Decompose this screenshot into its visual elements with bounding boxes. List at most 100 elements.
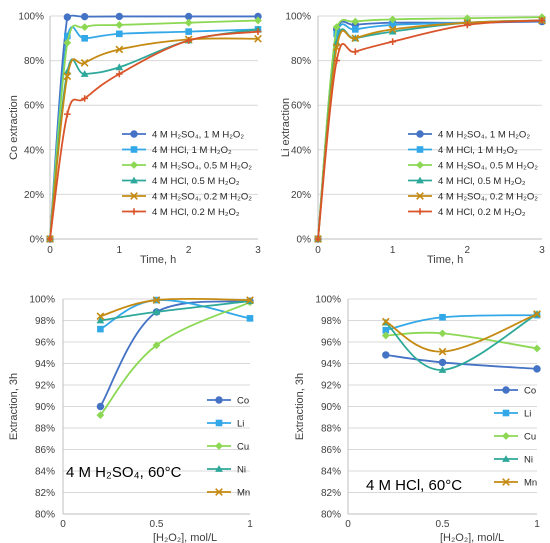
y-axis-title: Extraction, 3h xyxy=(294,373,306,440)
data-point xyxy=(389,21,396,29)
y-tick-label: 82% xyxy=(35,488,55,499)
data-point xyxy=(388,25,397,34)
legend-swatch-marker xyxy=(215,442,223,450)
data-point xyxy=(185,37,192,44)
data-point xyxy=(152,341,161,350)
data-point xyxy=(64,32,71,40)
legend-swatch-marker xyxy=(416,192,424,200)
x-tick-label: 1 xyxy=(534,519,540,530)
data-point xyxy=(333,30,340,38)
chart-annotation: 4 M HCl, 60°C xyxy=(366,477,462,494)
data-point xyxy=(388,15,397,24)
series-line xyxy=(385,354,538,370)
x-tick-label: 0 xyxy=(345,519,351,530)
data-point xyxy=(538,17,546,24)
legend-label: 4 M HCl, 0.2 M H₂O₂ xyxy=(152,207,240,218)
legend-label: Co xyxy=(524,386,536,397)
data-point xyxy=(439,313,446,321)
data-point xyxy=(63,13,72,21)
x-tick-label: 0.5 xyxy=(436,519,450,530)
data-point xyxy=(80,70,89,77)
data-point xyxy=(80,58,89,67)
legend-label: 4 M HCl, 1 M H₂O₂ xyxy=(438,145,518,156)
y-tick-label: 0% xyxy=(297,235,312,246)
data-point xyxy=(382,351,390,359)
data-point xyxy=(254,28,262,35)
y-tick-label: 92% xyxy=(321,381,341,392)
legend-swatch-marker xyxy=(130,146,138,153)
data-point xyxy=(63,38,72,47)
legend-label: Ni xyxy=(237,465,246,476)
y-tick-label: 0% xyxy=(30,235,45,246)
data-point xyxy=(63,67,72,75)
y-axis-title: Co extraction xyxy=(8,95,20,160)
data-point xyxy=(352,48,359,55)
legend-swatch-marker xyxy=(416,146,424,153)
data-point xyxy=(115,12,124,21)
data-point xyxy=(246,315,254,322)
y-tick-label: 82% xyxy=(321,488,341,499)
data-point xyxy=(533,365,541,373)
y-tick-label: 90% xyxy=(35,402,55,413)
data-point xyxy=(438,366,447,373)
y-tick-label: 80% xyxy=(291,56,311,67)
legend-swatch-marker xyxy=(215,488,223,496)
legend-swatch-marker xyxy=(502,386,510,394)
legend-swatch-marker xyxy=(416,161,424,169)
y-tick-label: 60% xyxy=(291,101,311,112)
y-tick-label: 92% xyxy=(35,381,55,392)
data-point xyxy=(81,95,88,102)
y-tick-label: 84% xyxy=(321,467,341,478)
data-point xyxy=(80,23,89,32)
data-point xyxy=(152,296,161,304)
y-axis-title: Extraction, 3h xyxy=(8,373,20,440)
data-point xyxy=(96,312,105,321)
data-point xyxy=(389,38,396,45)
data-point xyxy=(533,310,541,318)
y-tick-label: 100% xyxy=(18,12,44,23)
legend-label: Li xyxy=(237,419,244,430)
chart-hcl-extraction-vs-h2o2: 80% 82% 84% 86% 88% 90% 92% 94% 96% 98% 100% 0 0.5 1 [… xyxy=(294,295,541,543)
x-tick-label: 3 xyxy=(539,245,545,256)
legend-label: 4 M H₂SO₄, 0.2 M H₂O₂ xyxy=(152,192,252,203)
y-tick-label: 98% xyxy=(321,316,341,327)
data-point xyxy=(438,358,447,367)
legend-swatch-marker xyxy=(502,455,510,462)
x-axis-title: [H₂O₂], mol/L xyxy=(153,532,217,543)
y-tick-label: 80% xyxy=(321,510,341,521)
x-tick-label: 1 xyxy=(390,245,396,256)
y-tick-label: 100% xyxy=(29,295,55,306)
legend-label: 4 M H₂SO₄, 1 M H₂O₂ xyxy=(438,130,530,141)
data-point xyxy=(438,347,447,356)
x-tick-label: 2 xyxy=(186,245,192,256)
legend-label: Co xyxy=(237,396,249,407)
y-tick-label: 84% xyxy=(35,467,55,478)
y-tick-label: 98% xyxy=(35,316,55,327)
data-point xyxy=(438,329,447,338)
chart-h2so4-extraction-vs-h2o2: 80% 82% 84% 86% 88% 90% 92% 94% 96% 98% 100% 0 0.5 1 [… xyxy=(8,295,254,543)
legend-label: Mn xyxy=(524,478,537,489)
y-tick-label: 40% xyxy=(291,145,311,156)
data-point xyxy=(351,17,360,26)
data-point xyxy=(64,110,71,118)
y-tick-label: 86% xyxy=(321,445,341,456)
data-point xyxy=(96,402,105,411)
x-tick-label: 0 xyxy=(47,245,53,256)
x-tick-label: 2 xyxy=(465,245,471,256)
legend-label: 4 M H₂SO₄, 0.2 M H₂O₂ xyxy=(438,192,538,203)
x-axis-title: Time, h xyxy=(140,254,176,266)
legend-swatch-marker xyxy=(416,208,424,215)
legend-label: Cu xyxy=(524,432,536,443)
series-line xyxy=(385,314,538,332)
data-point xyxy=(254,16,262,25)
legend-swatch-marker xyxy=(130,130,138,138)
data-point xyxy=(152,308,161,315)
x-axis-title: [H₂O₂], mol/L xyxy=(440,532,504,543)
legend-label: 4 M H₂SO₄, 0.5 M H₂O₂ xyxy=(438,161,538,172)
data-point xyxy=(314,235,322,243)
y-tick-label: 96% xyxy=(321,338,341,349)
chart-li-extraction-vs-time: 0% 20% 40% 60% 80% 100% 0 1 2 3 Time, h Li extracti… xyxy=(280,12,546,266)
legend-label: 4 M HCl, 0.5 M H₂O₂ xyxy=(438,176,526,187)
y-tick-label: 94% xyxy=(35,359,55,370)
data-point xyxy=(96,316,105,324)
